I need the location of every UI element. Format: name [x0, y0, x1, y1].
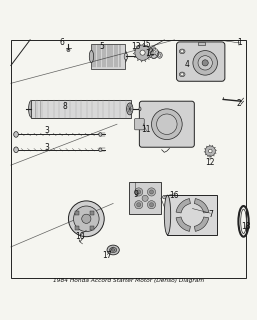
- Text: 14: 14: [145, 49, 155, 58]
- Text: 1984 Honda Accord Starter Motor (Denso) Diagram: 1984 Honda Accord Starter Motor (Denso) …: [53, 278, 204, 283]
- Ellipse shape: [127, 103, 133, 115]
- Wedge shape: [176, 217, 190, 231]
- Wedge shape: [176, 199, 190, 213]
- Text: 3: 3: [44, 143, 49, 152]
- Wedge shape: [194, 217, 209, 231]
- Circle shape: [150, 190, 153, 194]
- Circle shape: [68, 201, 104, 237]
- Circle shape: [135, 188, 143, 196]
- Ellipse shape: [29, 100, 34, 117]
- Circle shape: [148, 188, 155, 196]
- Circle shape: [198, 56, 212, 70]
- FancyBboxPatch shape: [177, 42, 225, 81]
- Circle shape: [148, 53, 152, 58]
- Bar: [91, 44, 125, 69]
- Circle shape: [135, 201, 143, 209]
- Ellipse shape: [164, 195, 171, 235]
- Circle shape: [208, 149, 212, 153]
- Ellipse shape: [123, 50, 127, 63]
- Circle shape: [150, 203, 153, 207]
- FancyBboxPatch shape: [139, 101, 194, 147]
- Text: 3: 3: [44, 126, 49, 135]
- Ellipse shape: [14, 147, 18, 153]
- Text: 10: 10: [75, 232, 85, 241]
- Circle shape: [181, 73, 184, 76]
- Bar: [31, 100, 131, 118]
- Text: 4: 4: [185, 60, 190, 69]
- Ellipse shape: [241, 209, 246, 234]
- Text: 1: 1: [237, 38, 242, 47]
- Circle shape: [74, 206, 99, 232]
- Circle shape: [193, 51, 217, 75]
- Circle shape: [181, 50, 184, 53]
- Circle shape: [67, 49, 70, 52]
- Text: 18: 18: [241, 222, 251, 231]
- Ellipse shape: [112, 249, 115, 251]
- Circle shape: [140, 50, 145, 55]
- Text: 17: 17: [103, 251, 112, 260]
- Ellipse shape: [179, 49, 185, 54]
- Circle shape: [135, 45, 150, 60]
- Ellipse shape: [89, 50, 94, 63]
- Bar: [129, 182, 161, 214]
- Circle shape: [157, 114, 177, 134]
- Ellipse shape: [99, 133, 102, 136]
- Circle shape: [202, 60, 208, 66]
- Bar: [90, 226, 94, 230]
- Circle shape: [137, 203, 141, 207]
- Ellipse shape: [157, 52, 162, 58]
- Ellipse shape: [109, 247, 117, 252]
- Circle shape: [142, 195, 148, 201]
- Text: 6: 6: [60, 38, 65, 47]
- Circle shape: [148, 201, 155, 209]
- Circle shape: [82, 214, 91, 223]
- Ellipse shape: [162, 195, 167, 199]
- Bar: [198, 42, 205, 45]
- Ellipse shape: [159, 54, 161, 56]
- Circle shape: [151, 46, 155, 51]
- Wedge shape: [194, 199, 209, 213]
- Bar: [75, 226, 79, 230]
- Text: 5: 5: [99, 42, 104, 51]
- Ellipse shape: [14, 132, 18, 137]
- Text: 13: 13: [131, 42, 141, 51]
- Bar: [90, 211, 94, 215]
- Circle shape: [137, 190, 141, 194]
- Text: 15: 15: [141, 40, 150, 50]
- Bar: [168, 195, 217, 235]
- Circle shape: [152, 109, 182, 140]
- Text: 11: 11: [142, 125, 151, 134]
- Bar: [75, 211, 79, 215]
- Text: 8: 8: [62, 102, 67, 111]
- Ellipse shape: [179, 72, 185, 77]
- Circle shape: [155, 51, 159, 55]
- Text: 12: 12: [206, 158, 215, 167]
- Ellipse shape: [139, 107, 141, 111]
- Text: 16: 16: [170, 191, 179, 200]
- FancyBboxPatch shape: [134, 119, 144, 130]
- Circle shape: [205, 146, 215, 156]
- Ellipse shape: [99, 148, 102, 152]
- Circle shape: [152, 54, 156, 59]
- Text: 7: 7: [208, 211, 213, 220]
- Text: 2: 2: [236, 99, 241, 108]
- Text: 9: 9: [134, 190, 139, 199]
- Ellipse shape: [107, 245, 119, 255]
- Ellipse shape: [124, 53, 128, 60]
